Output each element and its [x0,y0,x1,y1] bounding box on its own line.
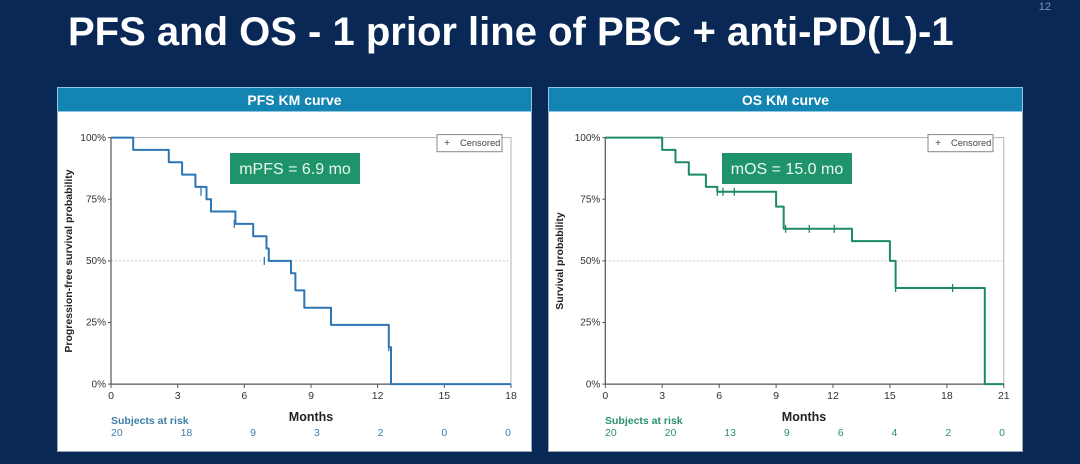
svg-text:18: 18 [505,390,517,402]
svg-text:0%: 0% [92,380,107,391]
svg-text:Months: Months [782,410,826,424]
svg-text:+: + [935,137,941,149]
svg-text:12: 12 [827,390,839,402]
svg-text:75%: 75% [580,195,600,206]
svg-text:+: + [444,137,450,149]
svg-text:15: 15 [884,390,896,402]
svg-text:0: 0 [108,390,114,402]
svg-text:Survival probability: Survival probability [554,212,566,310]
svg-text:18: 18 [941,390,953,402]
svg-text:100%: 100% [575,133,601,144]
svg-text:75%: 75% [86,195,106,206]
svg-text:9: 9 [308,390,314,402]
svg-text:3: 3 [659,390,665,402]
svg-text:50%: 50% [86,256,106,267]
svg-text:50%: 50% [580,256,600,267]
svg-text:Progression-free survival prob: Progression-free survival probability [63,169,75,352]
svg-text:6: 6 [716,390,722,402]
svg-text:Censored: Censored [460,138,500,148]
svg-text:9: 9 [773,390,779,402]
svg-text:25%: 25% [86,318,106,329]
svg-text:0%: 0% [586,380,601,391]
svg-text:25%: 25% [580,318,600,329]
svg-text:15: 15 [438,390,450,402]
svg-text:100%: 100% [80,133,106,144]
svg-text:Months: Months [289,410,333,424]
svg-text:6: 6 [241,390,247,402]
svg-text:mPFS = 6.9 mo: mPFS = 6.9 mo [239,161,351,178]
svg-text:21: 21 [998,390,1010,402]
svg-text:3: 3 [175,390,181,402]
svg-text:Censored: Censored [951,138,991,148]
svg-text:mOS = 15.0 mo: mOS = 15.0 mo [731,161,844,178]
svg-text:0: 0 [602,390,608,402]
svg-text:12: 12 [372,390,384,402]
